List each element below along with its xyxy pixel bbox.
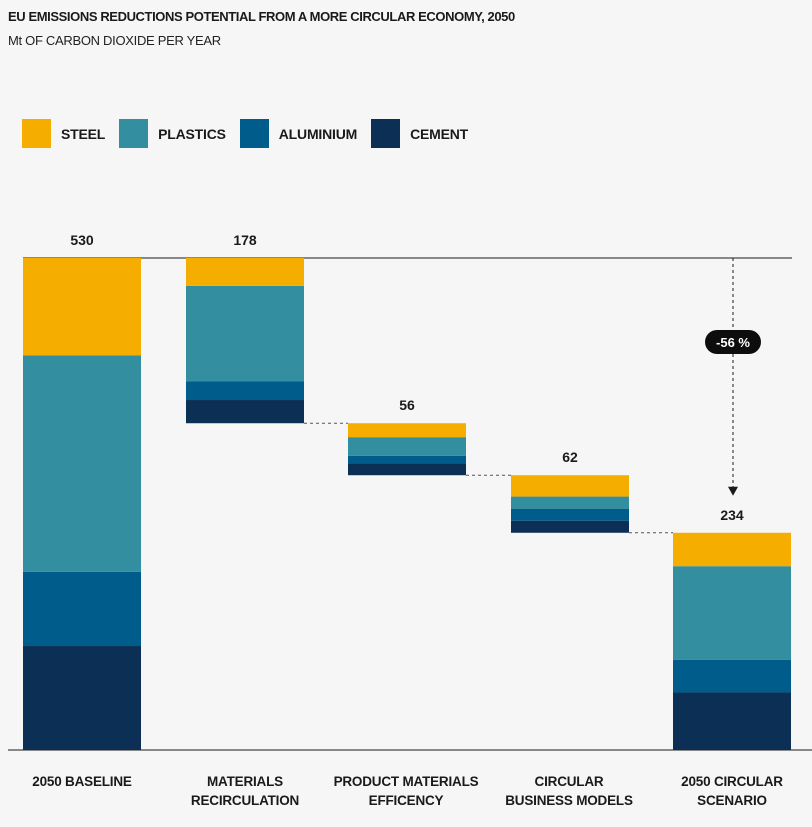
bar-segment-plastics	[511, 496, 629, 509]
category-label-efficiency: PRODUCT MATERIALS EFFICENCY	[331, 772, 481, 810]
bar-segment-steel	[348, 423, 466, 438]
bar-segment-plastics	[348, 437, 466, 456]
category-label-business-models: CIRCULAR BUSINESS MODELS	[494, 772, 644, 810]
category-label-line: CIRCULAR	[534, 774, 604, 789]
bar-total-label: 56	[399, 397, 415, 413]
category-label-recirculation: MATERIALS RECIRCULATION	[170, 772, 320, 810]
bar-segment-aluminium	[348, 455, 466, 464]
legend-item-plastics: PLASTICS	[119, 119, 226, 148]
reduction-badge	[705, 330, 761, 354]
bar-segment-cement	[23, 646, 141, 750]
category-label-line: PRODUCT MATERIALS	[333, 774, 479, 789]
category-label-baseline: 2050 BASELINE	[7, 772, 157, 791]
chart-title: EU EMISSIONS REDUCTIONS POTENTIAL FROM A…	[8, 9, 515, 24]
bar-segment-steel	[673, 532, 791, 567]
legend-swatch-steel	[22, 119, 51, 148]
legend-swatch-cement	[371, 119, 401, 148]
bar-segment-cement	[186, 400, 304, 424]
bar-segment-cement	[673, 692, 791, 750]
bar-total-label: 530	[70, 232, 94, 248]
bar-segment-aluminium	[511, 508, 629, 521]
legend-label-cement: CEMENT	[410, 125, 468, 142]
legend-swatch-plastics	[119, 119, 149, 148]
bar-segment-plastics	[186, 285, 304, 382]
reduction-badge-label: -56 %	[716, 335, 750, 350]
category-label-line: SCENARIO	[697, 793, 767, 808]
bar-segment-aluminium	[23, 571, 141, 647]
chart-subtitle: Mt OF CARBON DIOXIDE PER YEAR	[8, 33, 221, 48]
bar-total-label: 178	[233, 232, 257, 248]
legend-item-steel: STEEL	[22, 119, 105, 148]
category-label-line: 2050 CIRCULAR	[681, 774, 783, 789]
category-label-line: BUSINESS MODELS	[505, 793, 633, 808]
bar-segment-plastics	[673, 566, 791, 660]
bar-segment-aluminium	[186, 381, 304, 401]
legend: STEEL PLASTICS ALUMINIUM CEMENT	[22, 119, 482, 148]
bar-segment-steel	[186, 258, 304, 286]
legend-swatch-aluminium	[239, 119, 269, 148]
bar-total-label: 234	[720, 507, 744, 523]
bar-segment-steel	[23, 258, 141, 356]
legend-label-steel: STEEL	[61, 125, 106, 142]
bar-segment-aluminium	[673, 659, 791, 693]
category-label-line: EFFICENCY	[368, 793, 444, 808]
bar-segment-cement	[511, 520, 629, 533]
legend-label-plastics: PLASTICS	[158, 125, 226, 142]
legend-item-aluminium: ALUMINIUM	[239, 119, 358, 148]
category-label-line: 2050 BASELINE	[32, 774, 132, 789]
category-label-circular-scenario: 2050 CIRCULAR SCENARIO	[657, 772, 807, 810]
category-label-line: RECIRCULATION	[190, 793, 300, 808]
bar-segment-steel	[511, 475, 629, 497]
reduction-arrow-head	[728, 486, 738, 496]
bar-segment-cement	[348, 463, 466, 476]
legend-label-aluminium: ALUMINIUM	[278, 125, 358, 142]
bar-segment-plastics	[23, 355, 141, 572]
category-label-line: MATERIALS	[207, 774, 283, 789]
bar-total-label: 62	[562, 449, 578, 465]
legend-item-cement: CEMENT	[371, 119, 468, 148]
